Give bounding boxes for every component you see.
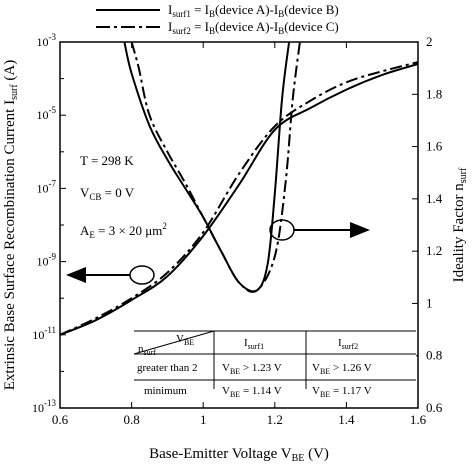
- y-axis-right-title: Ideality Factor nsurf: [451, 167, 469, 282]
- x-tick-label: 1.4: [338, 412, 355, 427]
- y-axis-left: 10-3 10-5 10-7 10-9 10-11 10-13: [32, 32, 66, 415]
- y-left-tick-label: 10-9: [37, 252, 57, 269]
- y-left-tick-label: 10-3: [37, 32, 57, 49]
- table-header-vbe: VBE: [176, 333, 194, 347]
- table-row2-label: minimum: [144, 385, 187, 397]
- y-right-tick-label: 1.8: [426, 86, 442, 101]
- y-left-tick-label: 10-5: [37, 105, 57, 122]
- inset-table: VBE nsurf Isurf1 Isurf2 greater than 2 V…: [133, 330, 416, 399]
- y-right-tick-label: 1: [426, 295, 433, 310]
- y-left-tick-label: 10-7: [37, 178, 57, 195]
- y-right-tick-label: 0.6: [426, 400, 443, 415]
- table-row1-col1: VBE > 1.23 V: [222, 362, 282, 376]
- table-header-col2: Isurf2: [338, 337, 358, 351]
- x-tick-label: 1.6: [410, 412, 427, 427]
- series-line-i-surf1: [59, 63, 419, 336]
- series-line-n-surf2: [130, 41, 301, 293]
- x-axis: 0.6 0.8 1 1.2 1.4 1.6: [52, 42, 427, 427]
- series-layer: [59, 41, 419, 336]
- table-row2-col2: VBE = 1.17 V: [312, 385, 372, 399]
- legend-label-surf1: Isurf1 = IB(device A)-IB(device B): [168, 2, 339, 19]
- series-line-i-surf2: [59, 61, 419, 336]
- x-axis-title: Base-Emitter Voltage VBE (V): [149, 446, 329, 464]
- y-left-tick-label: 10-13: [32, 398, 56, 415]
- y-right-tick-label: 1.2: [426, 243, 442, 258]
- y-right-tick-label: 2: [426, 34, 433, 49]
- table-header-col1: Isurf1: [244, 337, 264, 351]
- x-tick-label: 0.8: [123, 412, 139, 427]
- x-tick-label: 1.2: [267, 412, 283, 427]
- table-row2-col1: VBE = 1.14 V: [222, 385, 282, 399]
- table-header-nsurf: nsurf: [138, 343, 156, 357]
- y-axis-right: 2 1.8 1.6 1.4 1.2 1 0.8 0.6: [412, 34, 443, 415]
- right-axis-marker-ellipse: [269, 219, 295, 241]
- x-tick-label: 1: [200, 412, 207, 427]
- table-diagonal: [133, 330, 215, 355]
- series-line-n-surf1: [123, 41, 291, 293]
- annotation-temperature: T = 298 K: [80, 153, 134, 168]
- annotation-vcb: VCB = 0 V: [80, 185, 135, 202]
- y-right-tick-label: 1.4: [426, 191, 443, 206]
- y-right-tick-label: 1.6: [426, 139, 443, 154]
- left-axis-marker-ellipse: [129, 265, 155, 285]
- legend-label-surf2: Isurf2 = IB(device A)-IB(device C): [168, 19, 339, 36]
- y-left-tick-label: 10-11: [32, 325, 56, 342]
- legend: Isurf1 = IB(device A)-IB(device B) Isurf…: [96, 2, 339, 36]
- annotation-area: AE = 3 × 20 μm2: [80, 221, 167, 240]
- table-row1-label: greater than 2: [137, 362, 197, 374]
- y-axis-left-title: Extrinsic Base Surface Recombination Cur…: [2, 60, 20, 390]
- y-right-tick-label: 0.8: [426, 348, 442, 363]
- table-row1-col2: VBE > 1.26 V: [312, 362, 372, 376]
- x-tick-label: 0.6: [52, 412, 69, 427]
